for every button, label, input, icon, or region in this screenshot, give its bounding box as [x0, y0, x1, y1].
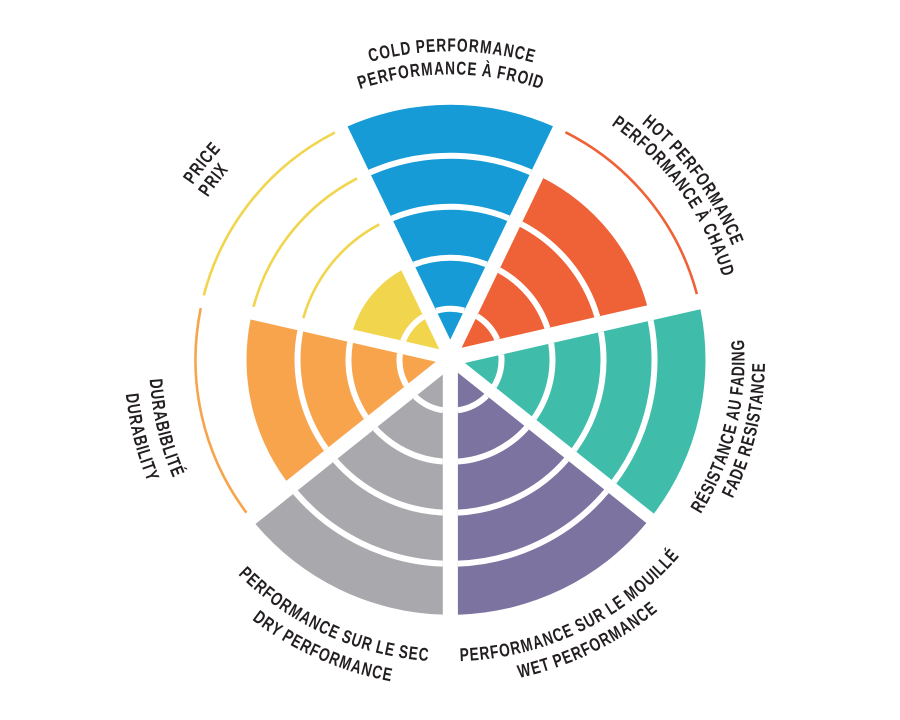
svg-text:B: B	[151, 419, 173, 433]
svg-text:U: U	[724, 398, 746, 411]
svg-text:A: A	[722, 408, 744, 422]
svg-text:I: I	[526, 70, 535, 91]
svg-text:E: E	[383, 639, 396, 661]
svg-text:S: S	[397, 642, 409, 664]
svg-text:O: O	[457, 35, 468, 56]
svg-text:O: O	[397, 62, 411, 84]
svg-text:C: C	[456, 59, 467, 80]
svg-text:F: F	[489, 642, 500, 663]
svg-text:N: N	[445, 58, 455, 78]
svg-text:A: A	[126, 423, 148, 437]
svg-text:F: F	[726, 386, 747, 397]
svg-text:G: G	[728, 339, 749, 351]
svg-text:C: C	[418, 644, 430, 665]
svg-text:L: L	[389, 40, 401, 62]
svg-text:R: R	[478, 643, 490, 664]
svg-text:R: R	[147, 399, 169, 412]
svg-text:E: E	[469, 644, 480, 665]
svg-text:A: A	[727, 376, 748, 388]
svg-text:R: R	[436, 35, 447, 56]
svg-text:D: D	[121, 392, 143, 404]
svg-text:P: P	[459, 645, 469, 666]
svg-text:I: I	[729, 362, 750, 366]
svg-text:O: O	[515, 67, 530, 89]
svg-text:E: E	[407, 643, 419, 664]
svg-text:M: M	[420, 59, 433, 80]
svg-text:I: I	[136, 455, 157, 465]
svg-text:U: U	[146, 388, 167, 400]
svg-text:S: S	[743, 411, 765, 424]
svg-text:O: O	[377, 41, 392, 63]
svg-text:D: D	[728, 366, 749, 377]
svg-text:A: A	[746, 393, 768, 406]
svg-text:I: I	[742, 421, 763, 429]
svg-text:O: O	[497, 640, 511, 662]
svg-text:C: C	[370, 662, 385, 684]
svg-text:F: F	[495, 62, 507, 84]
svg-text:R: R	[468, 36, 480, 57]
svg-text:I: I	[161, 451, 182, 461]
svg-text:C: C	[748, 372, 769, 383]
svg-text:R: R	[505, 64, 519, 86]
svg-text:E: E	[467, 59, 478, 80]
svg-text:E: E	[381, 664, 394, 686]
svg-text:F: F	[387, 64, 399, 86]
svg-text:P: P	[415, 36, 426, 57]
svg-text:A: A	[491, 38, 504, 60]
svg-text:E: E	[749, 363, 770, 373]
svg-text:I: I	[132, 443, 153, 452]
svg-text:M: M	[479, 37, 493, 59]
svg-text:F: F	[447, 35, 455, 55]
svg-text:I: I	[154, 429, 175, 438]
svg-text:M: M	[519, 634, 535, 657]
svg-text:R: R	[376, 66, 391, 88]
svg-text:N: N	[502, 40, 516, 62]
svg-text:T: T	[745, 402, 767, 414]
svg-text:R: R	[508, 637, 522, 659]
svg-text:U: U	[123, 403, 145, 416]
svg-text:N: N	[729, 351, 750, 361]
svg-text:D: D	[399, 38, 412, 60]
svg-text:A: A	[149, 409, 171, 423]
svg-text:E: E	[425, 36, 436, 57]
svg-text:N: N	[747, 383, 768, 395]
svg-text:A: A	[434, 59, 445, 80]
svg-text:R: R	[409, 60, 422, 82]
svg-text:R: R	[124, 413, 146, 427]
svg-text:C: C	[513, 42, 527, 64]
svg-text:D: D	[145, 378, 166, 390]
svg-text:À: À	[481, 59, 494, 82]
svg-text:W: W	[516, 659, 534, 682]
